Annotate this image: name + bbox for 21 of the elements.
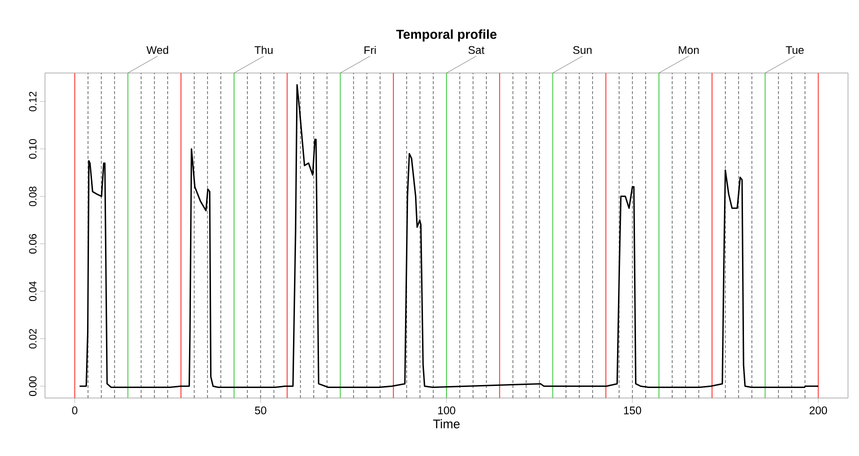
y-tick-label: 0.10 (29, 139, 36, 159)
x-tick-label: 50 (254, 406, 266, 414)
ref-line-label: Thu (254, 46, 273, 54)
x-tick-label: 0 (72, 406, 78, 414)
x-tick-label: 150 (624, 406, 642, 414)
y-tick-label: 0.06 (29, 234, 36, 254)
ref-line-label: Fri (364, 46, 376, 54)
y-tick-label: 0.08 (29, 186, 36, 206)
ref-line-label: Sat (468, 46, 484, 54)
x-tick-label: 100 (438, 406, 456, 414)
chart-title: Temporal profile (396, 29, 496, 42)
y-tick-label: 0.00 (29, 376, 36, 396)
ref-line-label: Wed (146, 46, 168, 54)
ref-line-label: Tue (786, 46, 804, 54)
x-axis-title: Time (433, 419, 460, 428)
y-tick-label: 0.02 (29, 329, 36, 349)
y-tick-label: 0.12 (29, 92, 36, 112)
ref-line-label: Sun (573, 46, 592, 54)
ref-line-label: Mon (678, 46, 699, 54)
y-tick-label: 0.04 (29, 281, 36, 302)
x-tick-label: 200 (810, 406, 828, 414)
